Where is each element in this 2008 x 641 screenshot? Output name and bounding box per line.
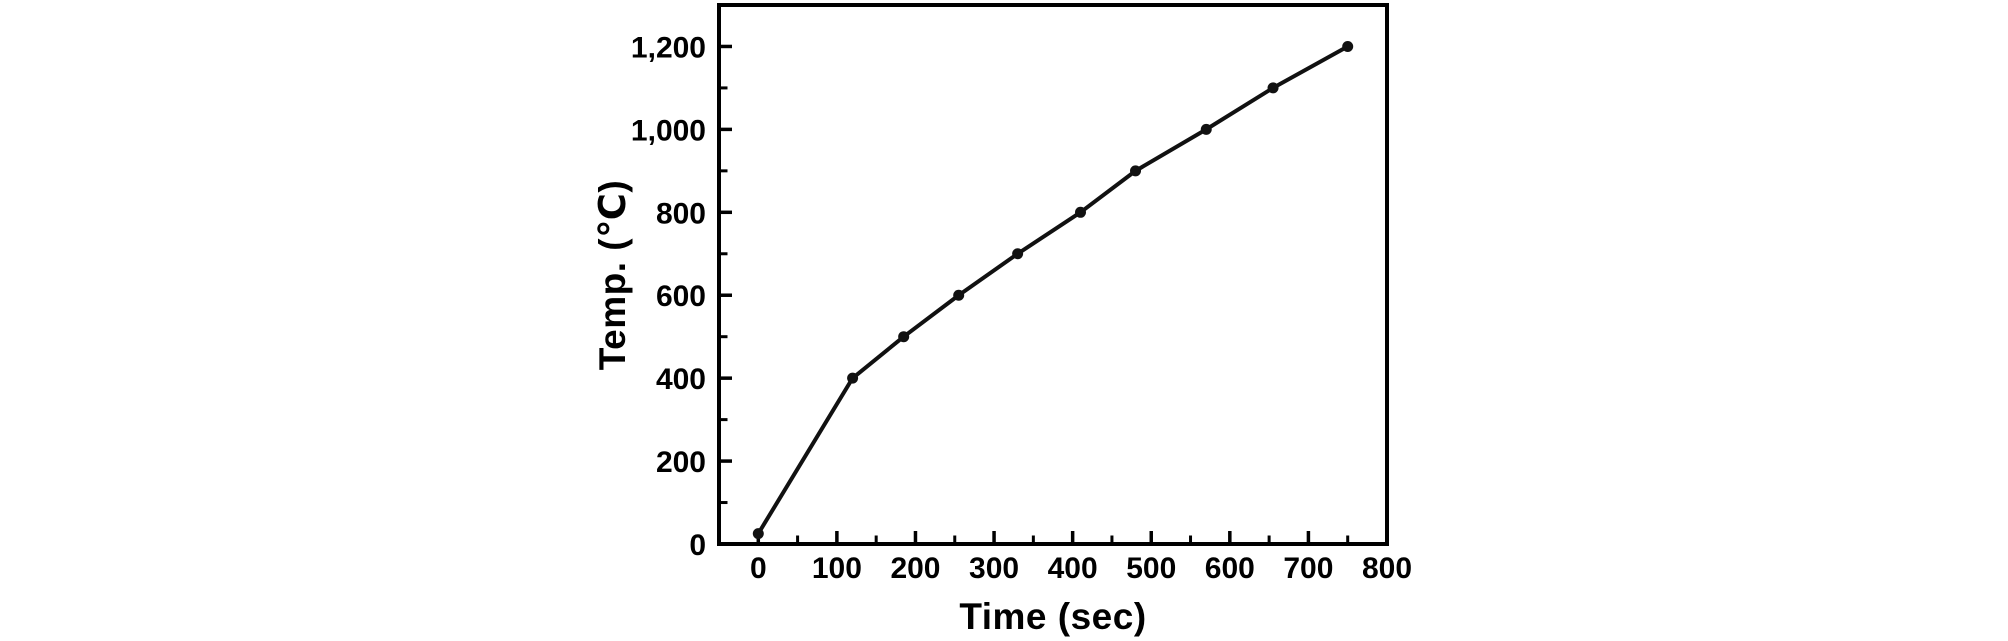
series-line (756, 44, 1350, 536)
data-point-marker (1012, 248, 1024, 260)
data-point-marker (1075, 206, 1087, 218)
x-tick-label: 600 (1205, 552, 1255, 585)
y-axis-title: Temp. (℃) (592, 179, 633, 371)
data-point-marker (847, 372, 859, 384)
x-axis-title: Time (sec) (959, 596, 1147, 637)
data-point-marker (1130, 165, 1142, 177)
data-point-marker (953, 289, 965, 301)
x-tick-label: 500 (1126, 552, 1176, 585)
y-tick-label: 600 (656, 280, 706, 313)
data-point-marker (1267, 82, 1279, 94)
y-tick-label: 400 (656, 363, 706, 396)
y-tick-label: 1,200 (631, 31, 706, 64)
y-tick-label: 0 (689, 529, 706, 562)
data-point-marker (898, 331, 910, 343)
x-tick-label: 300 (969, 552, 1019, 585)
x-tick-label: 800 (1362, 552, 1412, 585)
x-tick-label: 100 (812, 552, 862, 585)
x-tick-label: 700 (1283, 552, 1333, 585)
data-point-marker (1342, 40, 1354, 52)
data-point-marker (1200, 123, 1212, 135)
y-tick-label: 1,000 (631, 114, 706, 147)
data-point-marker (752, 528, 764, 540)
plot-frame (717, 3, 1389, 546)
y-tick-label: 800 (656, 197, 706, 230)
x-tick-label: 200 (890, 552, 940, 585)
x-tick-label: 400 (1048, 552, 1098, 585)
x-tick-label: 0 (750, 552, 767, 585)
y-tick-label: 200 (656, 446, 706, 479)
